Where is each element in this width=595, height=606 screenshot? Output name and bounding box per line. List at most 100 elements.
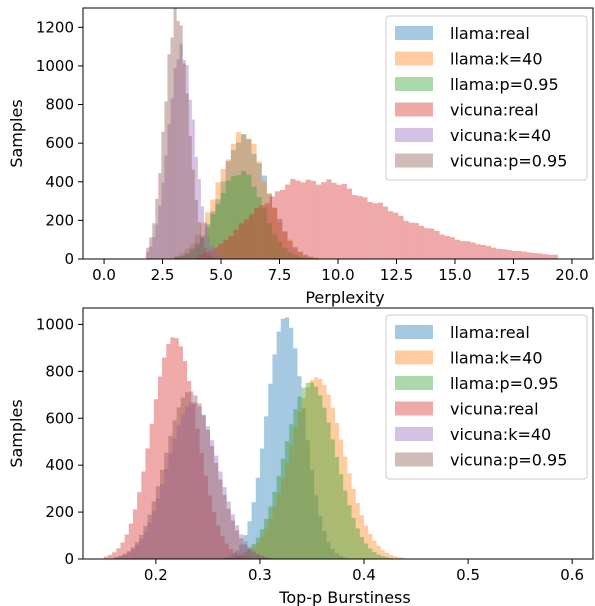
histogram-bar	[300, 182, 306, 259]
x-axis-label: Perplexity	[305, 288, 384, 307]
histogram-bar	[137, 492, 142, 559]
histogram-bar	[256, 197, 262, 259]
legend-item: llama:real	[395, 24, 530, 43]
histogram-bar	[220, 535, 225, 559]
legend-item: vicuna:real	[395, 400, 539, 419]
legend-label: llama:k=40	[450, 50, 543, 69]
histogram-bar	[189, 248, 195, 259]
histogram-bar	[292, 246, 298, 259]
histogram-bar	[112, 552, 117, 559]
histogram-bar	[460, 241, 466, 259]
histogram-bar	[176, 425, 181, 559]
histogram-bar	[174, 255, 180, 259]
histogram-bar	[200, 206, 204, 259]
histogram-bar	[465, 241, 471, 259]
histogram-bar	[272, 207, 278, 259]
x-ticks: 0.2 0.3 0.4 0.5 0.6	[144, 559, 584, 584]
histogram-bar	[331, 182, 337, 259]
bars-layer	[103, 317, 406, 559]
histogram-bar	[194, 244, 200, 259]
histogram-bar	[220, 181, 226, 259]
histogram-bar	[230, 557, 235, 559]
histogram-bar	[418, 225, 425, 259]
legend-label: llama:k=40	[450, 349, 543, 368]
histogram-bar	[268, 383, 273, 559]
histogram-bar	[243, 544, 248, 559]
histogram-bar	[280, 318, 285, 559]
histogram-bar	[182, 59, 186, 259]
histogram-bar	[293, 348, 298, 559]
histogram-bar	[139, 534, 144, 559]
histogram-bar	[359, 515, 365, 559]
histogram-bar	[276, 475, 281, 559]
histogram-bar	[318, 395, 323, 559]
x-tick-label: 0.6	[560, 566, 584, 584]
histogram-bar	[200, 237, 204, 259]
histogram-bar	[122, 554, 127, 559]
histogram-bar	[209, 446, 215, 559]
histogram-bar	[243, 541, 248, 559]
histogram-bar	[214, 455, 219, 559]
histogram-bar	[197, 406, 202, 559]
histogram-bar	[230, 520, 235, 559]
histogram-bar	[297, 396, 302, 559]
histogram-bar	[521, 251, 528, 259]
histogram-bar	[272, 234, 278, 259]
histogram-bar	[114, 557, 119, 559]
histogram-bar	[251, 143, 257, 259]
series-vicuna-real	[103, 337, 254, 559]
histogram-bar	[205, 429, 210, 559]
histogram-bar	[228, 236, 234, 259]
histogram-bar	[301, 408, 306, 559]
histogram-bar	[341, 183, 347, 259]
histogram-bar	[222, 487, 227, 559]
series-vicuna-p-0-95	[146, 8, 220, 259]
histogram-bar	[220, 168, 226, 259]
histogram-bar	[230, 557, 235, 559]
histogram-bar	[282, 232, 288, 259]
histogram-bar	[180, 414, 185, 559]
histogram-bar	[170, 37, 174, 259]
histogram-bar	[377, 202, 383, 259]
y-tick-label: 1000	[36, 57, 74, 75]
y-tick-label: 200	[45, 503, 74, 521]
histogram-bar	[173, 8, 177, 259]
histogram-bar	[496, 248, 502, 259]
histogram-bar	[194, 242, 200, 259]
histogram-bar	[485, 245, 491, 259]
histogram-bar	[352, 195, 358, 259]
x-tick-label: 20.0	[555, 266, 588, 284]
histogram-bar	[103, 556, 108, 559]
histogram-bar	[168, 453, 173, 559]
histogram-bar	[172, 438, 177, 559]
histogram-bar	[339, 439, 344, 559]
histogram-bar	[176, 20, 180, 259]
histogram-bar	[224, 543, 229, 559]
histogram-bar	[264, 416, 269, 559]
histogram-bar	[143, 531, 148, 559]
histogram-bar	[238, 223, 244, 259]
histogram-bar	[234, 550, 240, 559]
x-tick-label: 10.0	[321, 266, 354, 284]
histogram-bar	[289, 327, 294, 559]
histogram-bar	[206, 252, 211, 259]
histogram-bar	[475, 244, 481, 259]
legend-label: vicuna:p=0.95	[450, 152, 567, 171]
histogram-bar	[234, 556, 240, 559]
histogram-bar	[226, 508, 231, 559]
histogram-bar	[251, 543, 256, 559]
legend-swatch	[395, 102, 433, 117]
histogram-bar	[241, 134, 247, 259]
legend-swatch	[395, 77, 433, 91]
histogram-bar	[272, 207, 278, 259]
histogram-bar	[182, 361, 188, 559]
histogram-bar	[226, 556, 231, 559]
histogram-bar	[282, 247, 288, 259]
histogram-bar	[146, 247, 150, 259]
histogram-bar	[247, 548, 252, 559]
histogram-bar	[179, 255, 185, 259]
histogram-bar	[259, 556, 265, 559]
histogram-bar	[197, 222, 201, 259]
histogram-bar	[330, 407, 335, 559]
y-tick-label: 200	[45, 211, 74, 229]
